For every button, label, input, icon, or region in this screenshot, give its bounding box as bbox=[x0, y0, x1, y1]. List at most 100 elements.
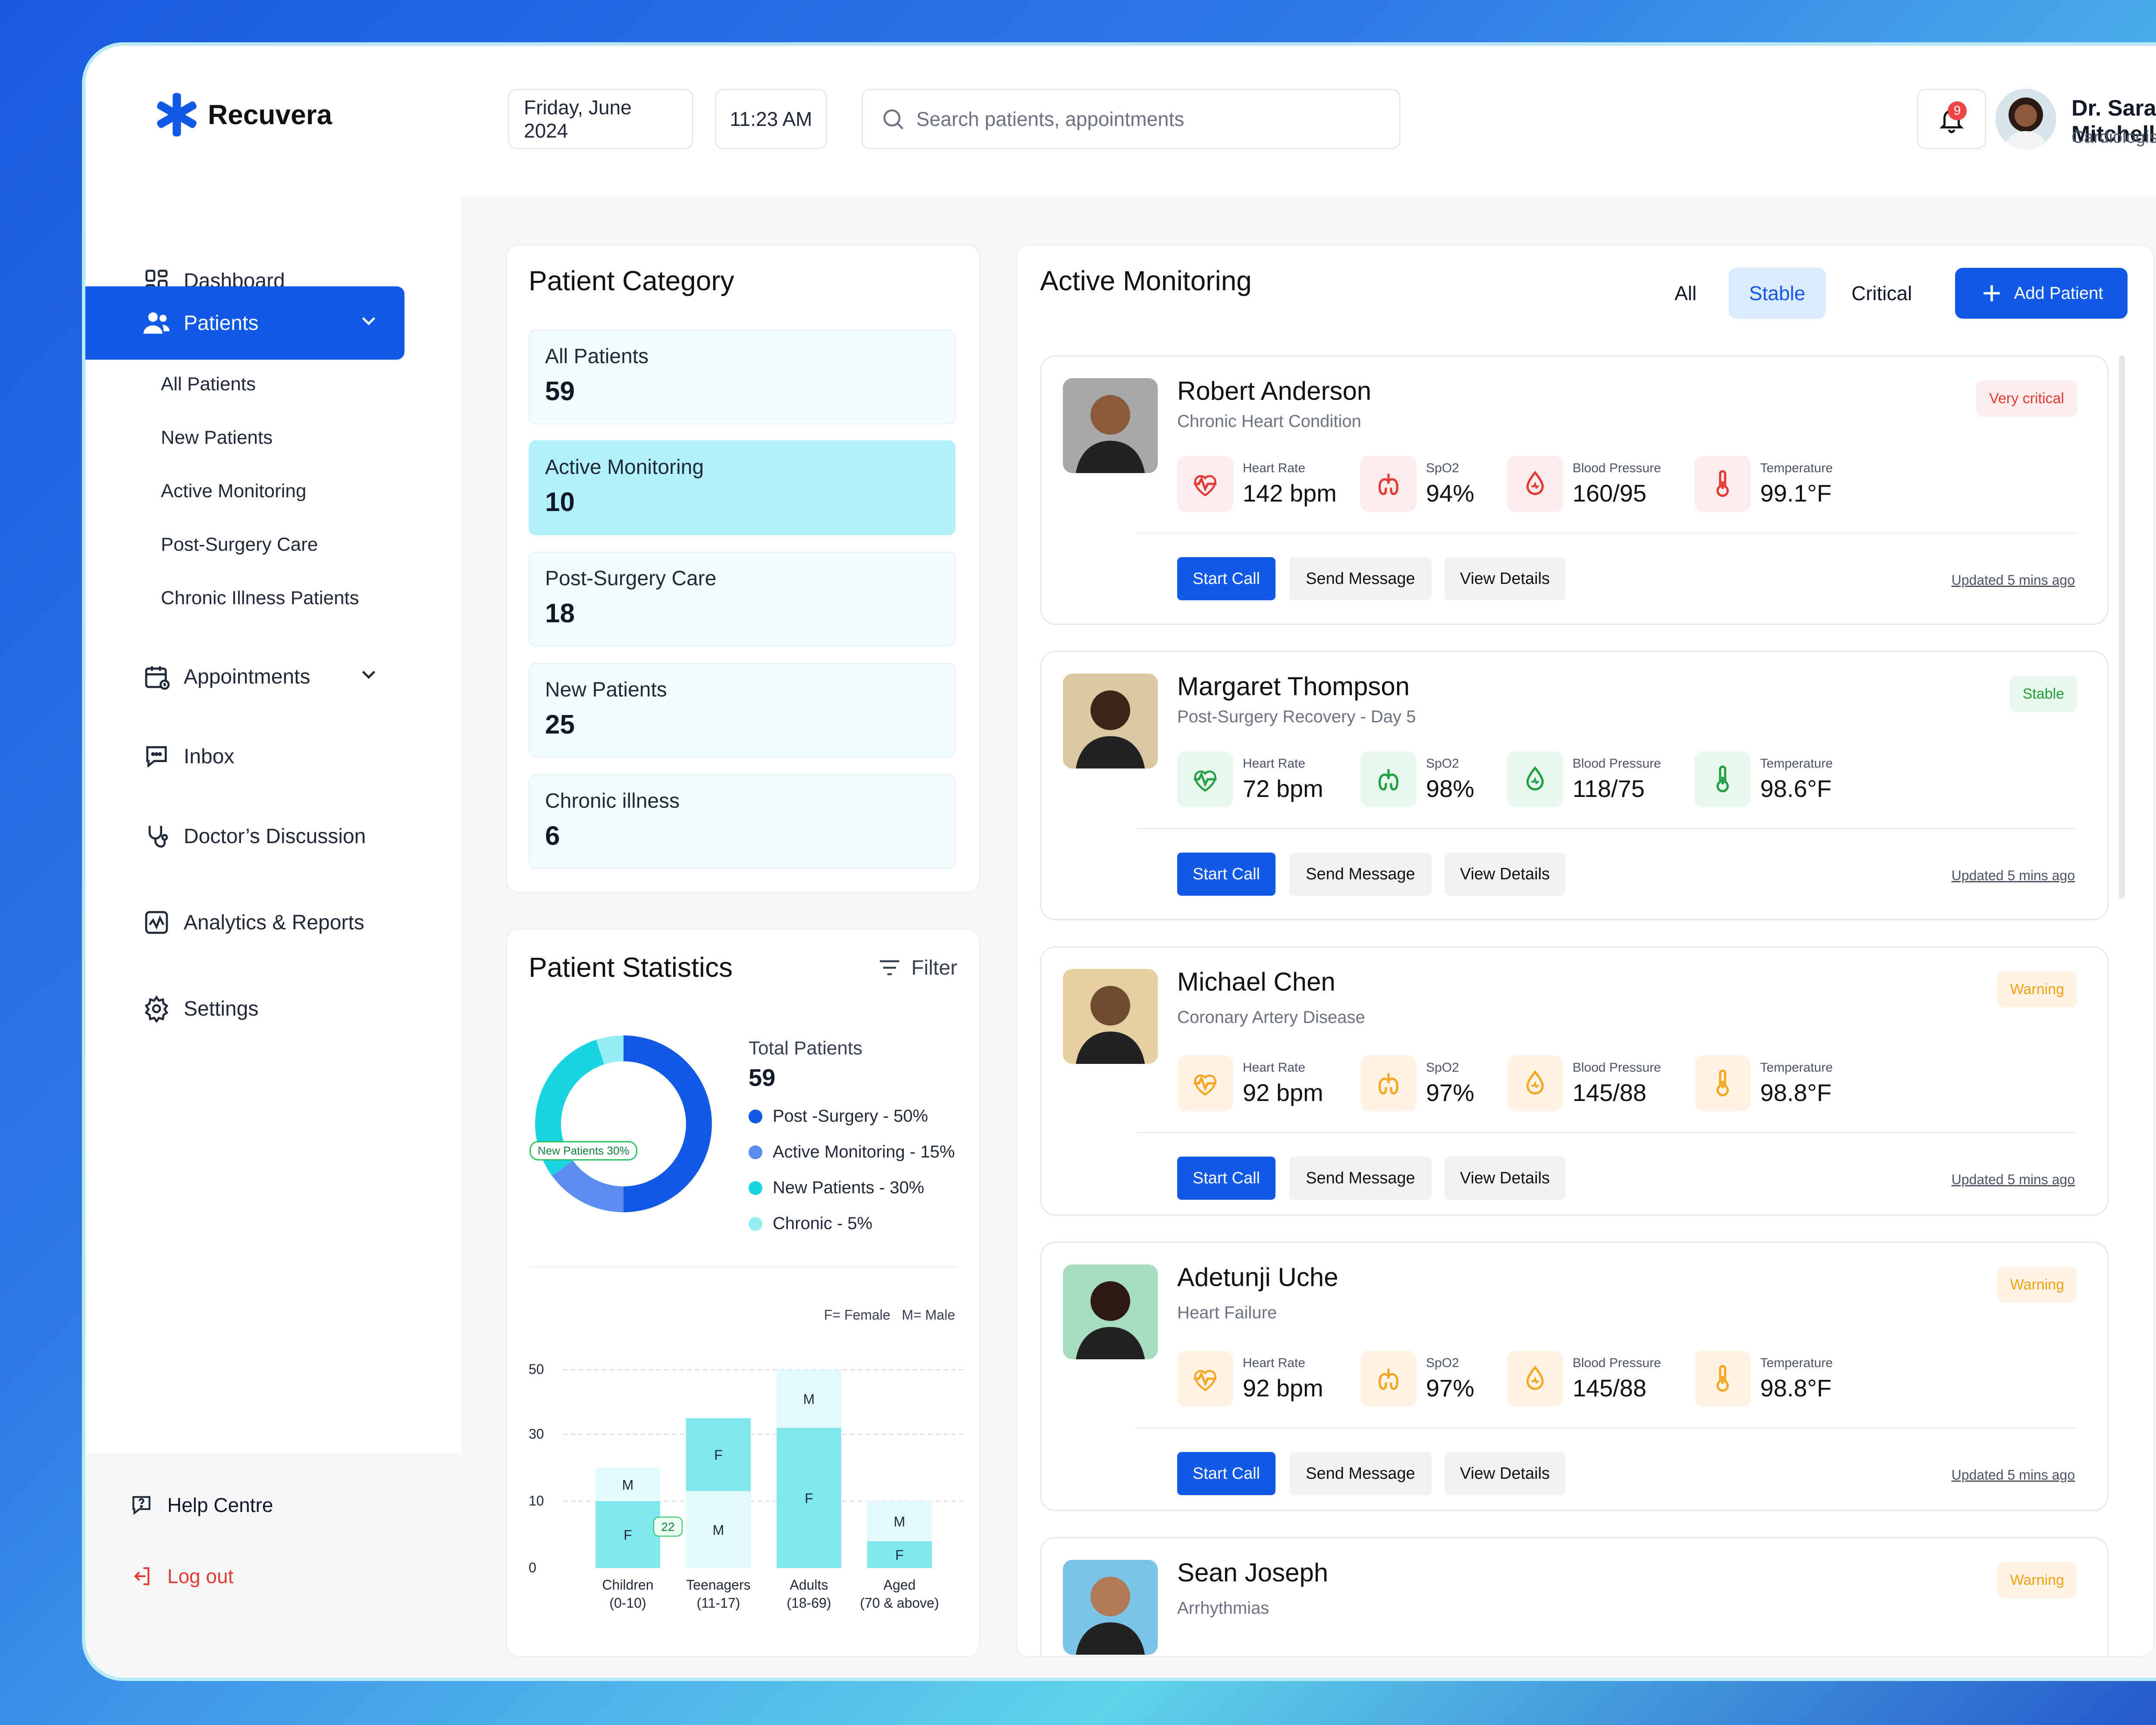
patient-card[interactable]: Robert Anderson Chronic Heart Condition Ve… bbox=[1040, 355, 2109, 625]
donut-slice-active-monitoring bbox=[552, 1160, 624, 1212]
status-badge: Warning bbox=[1997, 971, 2077, 1007]
status-badge: Very critical bbox=[1976, 380, 2077, 417]
divider bbox=[1136, 1132, 2077, 1133]
patient-condition: Chronic Heart Condition bbox=[1177, 412, 1361, 431]
category-post-surgery[interactable]: Post-Surgery Care 18 bbox=[529, 552, 956, 646]
divider bbox=[529, 1266, 957, 1267]
tab-critical[interactable]: Critical bbox=[1851, 282, 1912, 304]
send-message-button[interactable]: Send Message bbox=[1289, 557, 1432, 600]
patient-name: Robert Anderson bbox=[1177, 376, 1372, 405]
patient-condition: Post-Surgery Recovery - Day 5 bbox=[1177, 707, 1416, 726]
status-badge: Stable bbox=[2009, 676, 2077, 712]
user-role: Cardiologist bbox=[2071, 128, 2156, 147]
category-new-patients[interactable]: New Patients 25 bbox=[529, 663, 956, 758]
patient-avatar[interactable] bbox=[1063, 1560, 1158, 1655]
patient-condition: Heart Failure bbox=[1177, 1303, 1277, 1322]
patient-card[interactable]: Adetunji Uche Heart Failure Warning Heart … bbox=[1040, 1242, 2109, 1511]
sub-new-patients[interactable]: New Patients bbox=[161, 427, 273, 448]
filter-button[interactable]: Filter bbox=[877, 955, 957, 981]
bar-value-badge-text: 22 bbox=[661, 1520, 674, 1534]
help-centre-link[interactable]: Help Centre bbox=[128, 1492, 273, 1518]
vital-blood-pressure: Blood Pressure 145/88 bbox=[1507, 1351, 1661, 1407]
tab-stable[interactable]: Stable bbox=[1729, 268, 1826, 319]
category-count: 59 bbox=[545, 376, 575, 406]
send-message-button[interactable]: Send Message bbox=[1289, 1157, 1432, 1200]
patient-avatar[interactable] bbox=[1063, 674, 1158, 768]
analytics-icon bbox=[141, 907, 172, 938]
patient-name: Margaret Thompson bbox=[1177, 672, 1410, 701]
vital-blood-pressure: Blood Pressure 160/95 bbox=[1507, 456, 1661, 512]
avatar[interactable] bbox=[1996, 89, 2056, 149]
status-badge: Warning bbox=[1997, 1562, 2077, 1598]
updated-timestamp: Updated 5 mins ago bbox=[1951, 572, 2075, 588]
sub-post-surgery[interactable]: Post-Surgery Care bbox=[161, 534, 318, 555]
thermometer-icon bbox=[1695, 1055, 1751, 1111]
view-details-button[interactable]: View Details bbox=[1445, 1452, 1565, 1495]
nav-doctors-discussion[interactable]: Doctor’s Discussion bbox=[85, 800, 404, 873]
sub-chronic-illness[interactable]: Chronic Illness Patients bbox=[161, 587, 359, 608]
heart-pulse-icon bbox=[1177, 1055, 1233, 1111]
bar-segment-label: M bbox=[803, 1392, 815, 1407]
topbar: Friday, June 2024 11:23 AM Search patien… bbox=[461, 46, 2156, 197]
category-label: All Patients bbox=[545, 345, 649, 368]
sub-all-patients[interactable]: All Patients bbox=[161, 373, 256, 395]
vital-heart-rate: Heart Rate 142 bpm bbox=[1177, 456, 1337, 512]
send-message-button[interactable]: Send Message bbox=[1289, 853, 1432, 896]
start-call-button[interactable]: Start Call bbox=[1177, 1157, 1275, 1200]
add-patient-button[interactable]: Add Patient bbox=[1955, 268, 2128, 319]
logout-link[interactable]: Log out bbox=[128, 1563, 233, 1589]
patient-card[interactable]: Sean Joseph Arrhythmias Warning bbox=[1040, 1537, 2109, 1656]
category-chronic-illness[interactable]: Chronic illness 6 bbox=[529, 774, 956, 869]
blood-drop-icon bbox=[1507, 751, 1563, 807]
vital-heart-rate: Heart Rate 92 bpm bbox=[1177, 1351, 1323, 1407]
view-details-button[interactable]: View Details bbox=[1445, 1157, 1565, 1200]
blood-drop-icon bbox=[1507, 1351, 1563, 1407]
filter-icon bbox=[880, 960, 899, 975]
total-patients-value: 59 bbox=[749, 1064, 776, 1091]
donut-tag: New Patients 30% bbox=[530, 1141, 638, 1160]
vital-spo2: SpO2 97% bbox=[1360, 1055, 1474, 1111]
category-label: Active Monitoring bbox=[545, 456, 704, 479]
active-monitoring-card: Active Monitoring All Stable Critical Ad… bbox=[1016, 244, 2154, 1657]
scrollbar[interactable] bbox=[2119, 355, 2125, 899]
lungs-icon bbox=[1360, 456, 1416, 512]
brand-logo[interactable]: Recuvera bbox=[151, 89, 332, 141]
start-call-button[interactable]: Start Call bbox=[1177, 853, 1275, 896]
patient-category-card: Patient Category All Patients 59 Active … bbox=[506, 244, 980, 893]
y-tick-label: 10 bbox=[529, 1493, 544, 1509]
send-message-button[interactable]: Send Message bbox=[1289, 1452, 1432, 1495]
nav-analytics[interactable]: Analytics & Reports bbox=[85, 886, 404, 959]
vital-value: 98.8°F bbox=[1760, 1374, 1832, 1402]
add-patient-label: Add Patient bbox=[2014, 283, 2103, 303]
patient-card[interactable]: Margaret Thompson Post-Surgery Recovery -… bbox=[1040, 651, 2109, 920]
category-active-monitoring[interactable]: Active Monitoring 10 bbox=[529, 440, 956, 535]
card-title: Active Monitoring bbox=[1040, 265, 1252, 296]
start-call-button[interactable]: Start Call bbox=[1177, 557, 1275, 600]
vital-spo2: SpO2 97% bbox=[1360, 1351, 1474, 1407]
patient-card[interactable]: Michael Chen Coronary Artery Disease Warni… bbox=[1040, 946, 2109, 1216]
vital-value: 145/88 bbox=[1573, 1079, 1647, 1106]
view-details-button[interactable]: View Details bbox=[1445, 853, 1565, 896]
notifications-button[interactable]: 9 bbox=[1917, 89, 1986, 149]
nav-inbox[interactable]: Inbox bbox=[85, 720, 404, 793]
age-bar-chart: 0 10 30 50 F M Children (0-10) M F Teenagers (11-17… bbox=[529, 1361, 964, 1611]
start-call-button[interactable]: Start Call bbox=[1177, 1452, 1275, 1495]
nav-patients[interactable]: Patients bbox=[85, 286, 404, 360]
tab-all[interactable]: All bbox=[1674, 282, 1697, 304]
patient-avatar[interactable] bbox=[1063, 378, 1158, 473]
search-placeholder: Search patients, appointments bbox=[916, 108, 1185, 130]
sub-active-monitoring[interactable]: Active Monitoring bbox=[161, 480, 307, 502]
nav-settings[interactable]: Settings bbox=[85, 972, 404, 1045]
patient-avatar[interactable] bbox=[1063, 969, 1158, 1064]
divider bbox=[1136, 1427, 2077, 1429]
nav-appointments[interactable]: Appointments bbox=[85, 640, 404, 713]
category-all-patients[interactable]: All Patients 59 bbox=[529, 329, 956, 424]
search-input[interactable]: Search patients, appointments bbox=[862, 89, 1401, 149]
vital-blood-pressure: Blood Pressure 145/88 bbox=[1507, 1055, 1661, 1111]
x-category-label: (18-69) bbox=[787, 1595, 831, 1611]
donut-slice-chronic bbox=[596, 1035, 624, 1065]
view-details-button[interactable]: View Details bbox=[1445, 557, 1565, 600]
patient-avatar[interactable] bbox=[1063, 1264, 1158, 1359]
calendar-icon bbox=[141, 662, 172, 692]
updated-timestamp: Updated 5 mins ago bbox=[1951, 1172, 2075, 1187]
